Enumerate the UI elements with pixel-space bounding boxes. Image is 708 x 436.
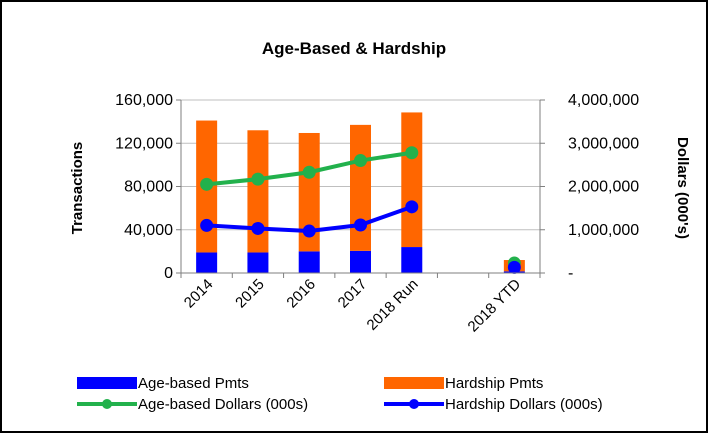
legend-label: Hardship Dollars (000s) xyxy=(445,396,603,413)
bars xyxy=(196,112,525,273)
legend-label: Age-based Dollars (000s) xyxy=(138,396,308,413)
legend: Age-based Pmts Hardship Pmts Age-based Dol… xyxy=(77,375,603,413)
bar-age-based-pmts xyxy=(350,250,371,273)
bar-age-based-pmts xyxy=(196,252,218,273)
right-tick-label: - xyxy=(568,265,573,282)
right-tick-label: 2,000,000 xyxy=(568,179,639,196)
category-label: 2015 xyxy=(232,276,268,312)
axes xyxy=(180,100,541,278)
legend-swatch-age-based-pmts xyxy=(77,377,137,389)
bar-hardship-pmts xyxy=(247,130,269,253)
left-tick-label: 40,000 xyxy=(124,222,173,239)
right-tick-label: 3,000,000 xyxy=(568,135,639,152)
point-age-based-dollars-000s xyxy=(405,146,419,160)
right-tick-label: 1,000,000 xyxy=(568,222,639,239)
category-label: 2018 YTD xyxy=(465,276,525,336)
point-age-based-dollars-000s xyxy=(302,165,316,179)
point-age-based-dollars-000s xyxy=(200,177,214,191)
legend-label: Hardship Pmts xyxy=(445,375,543,392)
point-age-based-dollars-000s xyxy=(251,172,265,186)
bar-age-based-pmts xyxy=(298,251,320,273)
legend-label: Age-based Pmts xyxy=(138,375,249,392)
right-axis-title: Dollars (000's) xyxy=(674,137,691,239)
point-hardship-dollars-000s xyxy=(251,221,265,235)
point-hardship-dollars-000s xyxy=(354,218,367,232)
chart-canvas: Age-Based & Hardship 0 40,000 80,000 120,00… xyxy=(69,39,691,413)
legend-marker-hardship-dollars-000s xyxy=(409,399,419,409)
right-tick-label: 4,000,000 xyxy=(568,92,639,109)
left-tick-label: 80,000 xyxy=(124,179,173,196)
point-hardship-dollars-000s xyxy=(405,200,419,214)
bar-hardship-pmts xyxy=(350,124,371,251)
legend-swatch-hardship-pmts xyxy=(384,377,444,389)
left-axis-title: Transactions xyxy=(69,142,86,235)
lines xyxy=(200,146,521,274)
bar-hardship-pmts xyxy=(298,132,320,252)
left-tick-label: 0 xyxy=(164,265,173,282)
point-hardship-dollars-000s xyxy=(507,260,521,274)
left-tick-label: 160,000 xyxy=(115,92,173,109)
right-axis-ticks: - 1,000,000 2,000,000 3,000,000 4,000,000 xyxy=(568,92,639,282)
point-age-based-dollars-000s xyxy=(354,154,367,168)
left-axis-ticks: 0 40,000 80,000 120,000 160,000 xyxy=(115,92,173,282)
bar-age-based-pmts xyxy=(247,252,269,273)
point-hardship-dollars-000s xyxy=(302,224,316,238)
bar-age-based-pmts xyxy=(401,247,423,273)
category-label: 2018 Run xyxy=(364,276,422,334)
category-label: 2016 xyxy=(283,276,319,312)
point-hardship-dollars-000s xyxy=(200,218,214,232)
category-label: 2014 xyxy=(181,276,217,312)
legend-marker-age-based-dollars-000s xyxy=(102,399,112,409)
left-tick-label: 120,000 xyxy=(115,135,173,152)
chart-title: Age-Based & Hardship xyxy=(262,39,446,58)
category-label: 2017 xyxy=(335,276,371,312)
bar-hardship-pmts xyxy=(401,112,423,248)
